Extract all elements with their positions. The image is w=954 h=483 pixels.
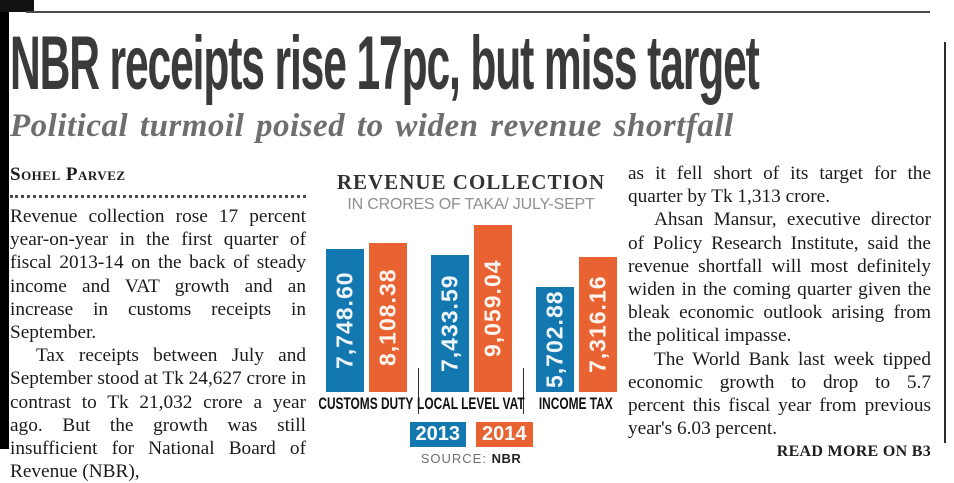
- body-paragraph: as it fell short of its target for the q…: [628, 163, 931, 208]
- bar-2013-income-tax: 5,702.88: [535, 287, 574, 392]
- category-divider: [418, 368, 419, 414]
- article-body-left: Revenue collection rose 17 percent year-…: [10, 205, 306, 483]
- bar-2013-customs-duty: 7,748.60: [325, 249, 364, 392]
- chart-source: SOURCE: NBR: [313, 451, 629, 466]
- revenue-collection-chart: REVENUE COLLECTION IN CRORES OF TAKA/ JU…: [313, 170, 629, 466]
- bar-value-label: 9,059.04: [479, 259, 505, 358]
- corner-block: [0, 0, 34, 12]
- body-paragraph: Revenue collection rose 17 percent year-…: [10, 206, 306, 344]
- category-label-local-level-vat: LOCAL LEVEL VAT: [417, 394, 525, 413]
- article-left-column: Sohel Parvez Revenue collection rose 17 …: [10, 164, 306, 483]
- category-label-customs-duty: CUSTOMS DUTY: [318, 394, 414, 413]
- bar-2014-income-tax: 7,316.16: [578, 257, 617, 392]
- bar-value-label: 7,316.16: [584, 275, 610, 374]
- bar-group-income-tax: 5,702.88 7,316.16: [535, 257, 617, 392]
- body-paragraph: The World Bank last week tipped economic…: [628, 348, 931, 440]
- page-title: NBR receipts rise 17pc, but miss target: [10, 21, 760, 106]
- chart-legend: 2013 2014: [313, 422, 629, 447]
- bar-value-label: 7,433.59: [436, 274, 462, 373]
- chart-plot: 7,748.60 8,108.38 7,433.59 9,059.04 5,702.88…: [313, 220, 629, 392]
- column-divider-rule: [944, 42, 946, 443]
- category-label-income-tax: INCOME TAX: [539, 394, 613, 413]
- chart-title: REVENUE COLLECTION: [336, 170, 606, 194]
- bar-2014-customs-duty: 8,108.38: [368, 243, 407, 392]
- bar-2013-local-level-vat: 7,433.59: [430, 255, 469, 392]
- category-divider: [523, 368, 524, 414]
- body-paragraph: Tax receipts between July and September …: [10, 345, 306, 483]
- chart-categories: CUSTOMS DUTY LOCAL LEVEL VAT INCOME TAX: [313, 368, 629, 416]
- body-paragraph: Ahsan Mansur, executive director of Poli…: [628, 209, 931, 347]
- source-value: NBR: [491, 451, 522, 466]
- bar-2014-local-level-vat: 9,059.04: [473, 225, 512, 392]
- subheadline: Political turmoil poised to widen revenu…: [10, 108, 734, 144]
- bar-value-label: 7,748.60: [331, 271, 357, 370]
- legend-item-2014: 2014: [476, 422, 533, 447]
- source-label: SOURCE:: [420, 451, 487, 466]
- bar-group-local-level-vat: 7,433.59 9,059.04: [430, 225, 512, 392]
- page-edge-strip: [0, 0, 9, 449]
- read-more-note: READ MORE ON B3: [776, 443, 931, 461]
- top-rule: [26, 11, 930, 13]
- article-right-column: as it fell short of its target for the q…: [628, 162, 931, 461]
- article-body-right: as it fell short of its target for the q…: [628, 162, 931, 440]
- dotted-divider: [10, 195, 306, 198]
- byline: Sohel Parvez: [10, 164, 126, 185]
- legend-item-2013: 2013: [409, 422, 466, 447]
- chart-subtitle: IN CRORES OF TAKA/ JULY-SEPT: [347, 196, 595, 213]
- bar-group-customs-duty: 7,748.60 8,108.38: [325, 243, 407, 392]
- bar-value-label: 8,108.38: [374, 268, 400, 367]
- bar-value-label: 5,702.88: [541, 290, 567, 389]
